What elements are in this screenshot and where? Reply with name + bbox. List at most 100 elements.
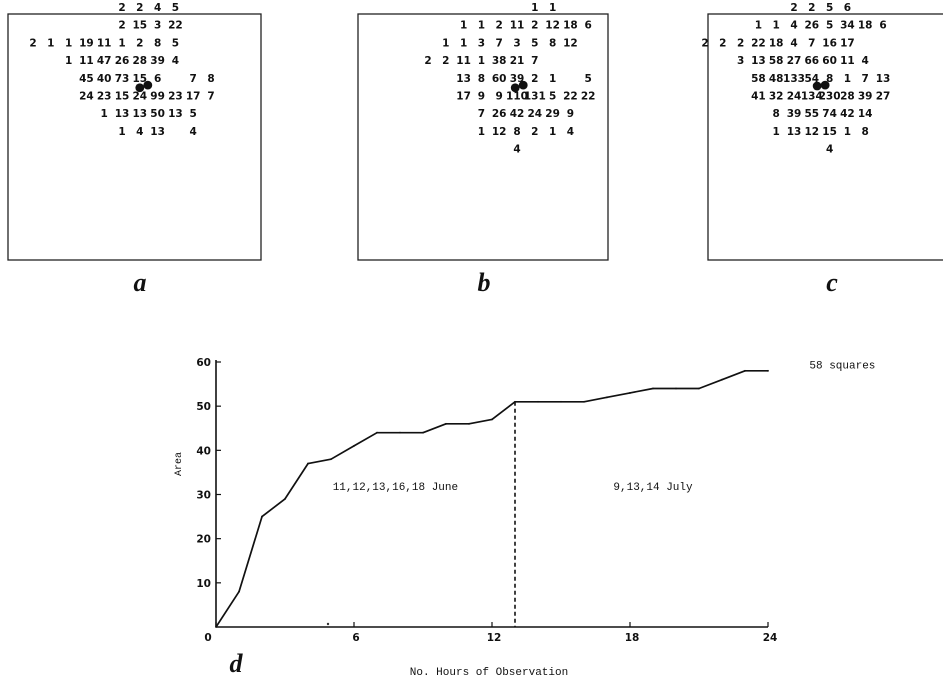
grid-count: 60: [492, 73, 507, 85]
grid-count: 29: [545, 108, 560, 120]
grid-count: 1: [65, 37, 72, 49]
grid-count: 19: [79, 37, 94, 49]
grid-count: 12: [545, 20, 560, 32]
grid-count: 2: [424, 55, 431, 67]
grid-count: 6: [844, 2, 851, 14]
grid-count: 15: [132, 73, 147, 85]
panel-label: a: [134, 268, 147, 297]
panel-label-d: d: [230, 649, 244, 678]
grid-count: 8: [862, 126, 869, 138]
grid-count: 17: [186, 91, 201, 103]
grid-count: 22: [581, 91, 596, 103]
grid-count: 18: [858, 20, 873, 32]
grid-count: 13: [150, 126, 165, 138]
panel-label: b: [478, 268, 491, 297]
grid-count: 2: [136, 37, 143, 49]
grid-count: 7: [190, 73, 197, 85]
y-tick-label: 40: [196, 445, 211, 457]
grid-count: 58: [751, 73, 766, 85]
grid-count: 15: [132, 20, 147, 32]
grid-count: 5: [549, 91, 556, 103]
x-tick-label: 24: [763, 632, 778, 644]
grid-count: 14: [858, 108, 873, 120]
x-tick-label: 6: [352, 632, 359, 644]
grid-count: 4: [790, 37, 797, 49]
grid-count: 134: [801, 91, 823, 103]
panel-b: 1 11 1 2 11 2 12 18 61 1 3 7 3 5 8 122 2 11 1 38 21 713 8 60 39 2…: [357, 2, 609, 297]
data-point: [721, 378, 723, 381]
data-point: [560, 400, 562, 403]
grid-count: 1: [844, 126, 851, 138]
grid-count: 2: [29, 37, 36, 49]
grid-count: 40: [97, 73, 112, 85]
grid-count: 5: [172, 2, 179, 14]
grid-count: 2: [701, 37, 708, 49]
grid-count: 17: [840, 37, 855, 49]
grid-count: 3: [513, 37, 520, 49]
data-point: [399, 431, 401, 434]
grid-count: 1: [531, 2, 538, 14]
data-point: [445, 422, 447, 425]
grid-count: 5: [172, 37, 179, 49]
grid-count: 1: [549, 73, 556, 85]
annotation-text: 11,12,13,16,18 June: [333, 482, 458, 494]
grid-count: 133: [783, 73, 805, 85]
grid-count: 39: [858, 91, 873, 103]
grid-count: 2: [790, 2, 797, 14]
panel-label: c: [826, 268, 838, 297]
grid-count: 99: [150, 91, 165, 103]
data-point: [675, 387, 677, 390]
annotation-text: 9,13,14 July: [613, 482, 693, 494]
grid-count: 2: [442, 55, 449, 67]
grid-count: 4: [567, 126, 574, 138]
nest-dot: [812, 81, 822, 91]
data-point: [284, 498, 286, 500]
y-tick-label: 50: [196, 401, 211, 413]
grid-count: 22: [563, 91, 578, 103]
grid-count: 24: [132, 91, 147, 103]
nest-dot: [510, 83, 520, 93]
grid-count: 11: [840, 55, 855, 67]
grid-panels: 2 2 4 52 15 3 222 1 1 19 11 1 2 8 51 11 47 26 28 39 445 40 73 1…: [7, 2, 943, 297]
grid-count: 6: [879, 20, 886, 32]
x-tick-label: 12: [487, 632, 502, 644]
grid-count: 45: [79, 73, 94, 85]
grid-count: 13: [132, 108, 147, 120]
grid-count: 12: [804, 126, 819, 138]
grid-count: 3: [154, 20, 161, 32]
grid-count: 5: [531, 37, 538, 49]
grid-count: 4: [826, 144, 833, 156]
grid-count: 38: [492, 55, 507, 67]
grid-count: 7: [862, 73, 869, 85]
grid-count: 4: [190, 126, 197, 138]
grid-count: 42: [840, 108, 855, 120]
grid-count: 11: [79, 55, 94, 67]
grid-count: 1: [844, 73, 851, 85]
grid-count: 1: [442, 37, 449, 49]
grid-count: 27: [876, 91, 891, 103]
grid-count: 16: [822, 37, 837, 49]
grid-count: 27: [787, 55, 802, 67]
grid-count: 1: [118, 126, 125, 138]
data-point: [767, 369, 769, 372]
nest-dot: [820, 80, 830, 90]
grid-count: 28: [840, 91, 855, 103]
grid-count: 9: [567, 108, 574, 120]
data-point: [307, 462, 309, 465]
grid-count: 4: [513, 144, 520, 156]
grid-count: 50: [150, 108, 165, 120]
grid-count: 47: [97, 55, 112, 67]
data-point: [698, 387, 700, 390]
grid-count: 3: [478, 37, 485, 49]
grid-count: 28: [132, 55, 147, 67]
grid-count: 8: [513, 126, 520, 138]
grid-count: 5: [190, 108, 197, 120]
grid-count: 2: [531, 20, 538, 32]
series-line: [215, 369, 768, 628]
panel-frame: [707, 13, 943, 261]
grid-count: 23: [97, 91, 112, 103]
grid-count: 131: [524, 91, 546, 103]
grid-count: 17: [456, 91, 471, 103]
grid-count: 24: [527, 108, 542, 120]
